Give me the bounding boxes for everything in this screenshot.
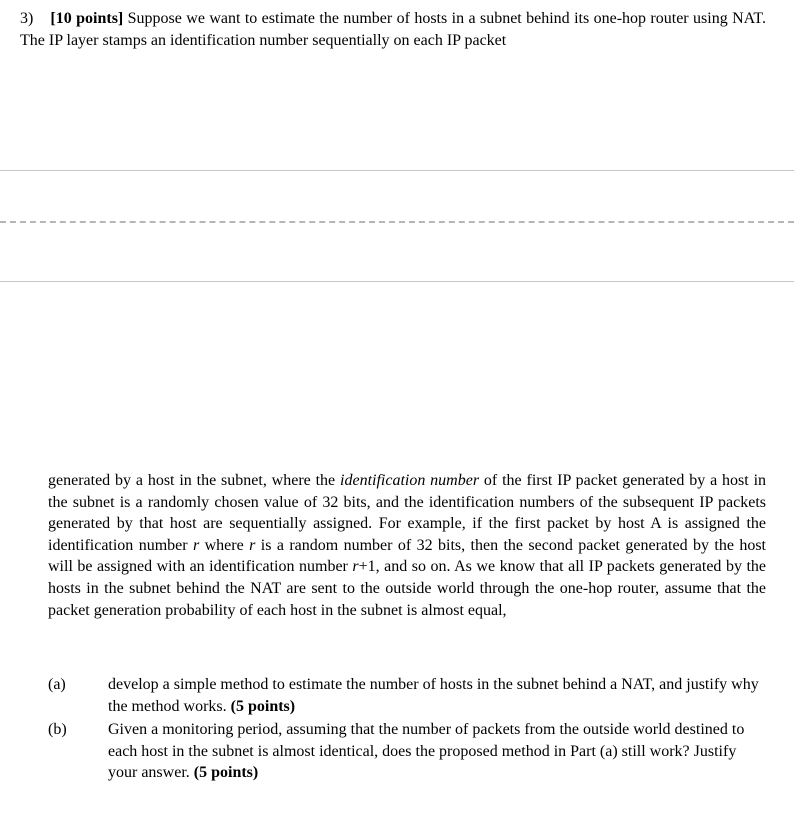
- divider-gap: [0, 171, 794, 221]
- question-intro: [10 points] Suppose we want to estimate …: [20, 10, 766, 49]
- subpart-b-body: Given a monitoring period, assuming that…: [108, 719, 766, 784]
- body-seg: generated by a host in the subnet, where…: [48, 472, 340, 489]
- question-header: 3) [10 points] Suppose we want to estima…: [20, 8, 766, 51]
- subpart-a-body: develop a simple method to estimate the …: [108, 674, 766, 717]
- subpart-a: (a) develop a simple method to estimate …: [48, 674, 766, 717]
- subpart-b-label: (b): [48, 719, 108, 741]
- question-number: 3): [20, 8, 46, 30]
- subpart-b-points: (5 points): [194, 764, 258, 781]
- subpart-a-label: (a): [48, 674, 108, 696]
- question-body-paragraph: generated by a host in the subnet, where…: [48, 470, 766, 621]
- italic-term: identification number: [340, 472, 479, 489]
- points-label: [10 points]: [50, 10, 123, 27]
- page-divider-region: [0, 170, 794, 330]
- page: 3) [10 points] Suppose we want to estima…: [0, 0, 794, 828]
- divider-gap: [0, 223, 794, 281]
- subpart-a-text: develop a simple method to estimate the …: [108, 676, 759, 715]
- intro-text: Suppose we want to estimate the number o…: [20, 10, 766, 49]
- divider-line-bottom: [0, 281, 794, 282]
- body-seg: where: [199, 537, 249, 554]
- subparts-list: (a) develop a simple method to estimate …: [48, 674, 766, 786]
- subpart-b: (b) Given a monitoring period, assuming …: [48, 719, 766, 784]
- subpart-a-points: (5 points): [231, 698, 295, 715]
